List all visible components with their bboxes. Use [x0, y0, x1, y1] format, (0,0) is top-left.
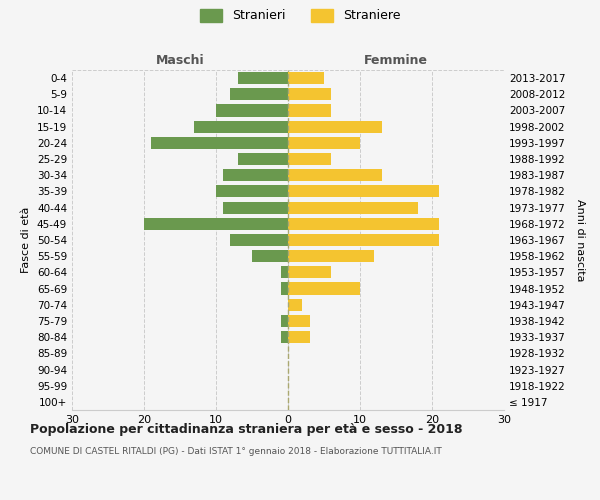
Bar: [216, 104, 288, 117]
Bar: [288, 315, 310, 327]
Bar: [288, 234, 439, 246]
Bar: [238, 72, 288, 84]
Bar: [288, 266, 331, 278]
Bar: [230, 88, 288, 101]
Bar: [281, 331, 288, 343]
Bar: [288, 72, 324, 84]
Bar: [288, 186, 439, 198]
Bar: [223, 169, 288, 181]
Bar: [230, 234, 288, 246]
Bar: [151, 137, 288, 149]
Bar: [288, 282, 360, 294]
Y-axis label: Fasce di età: Fasce di età: [22, 207, 31, 273]
Bar: [216, 186, 288, 198]
Bar: [288, 218, 439, 230]
Y-axis label: Anni di nascita: Anni di nascita: [575, 198, 585, 281]
Bar: [281, 282, 288, 294]
Bar: [194, 120, 288, 132]
Bar: [288, 104, 331, 117]
Bar: [288, 120, 382, 132]
Bar: [144, 218, 288, 230]
Bar: [288, 298, 302, 311]
Legend: Stranieri, Straniere: Stranieri, Straniere: [199, 8, 401, 22]
Bar: [288, 331, 310, 343]
Bar: [288, 137, 360, 149]
Bar: [238, 153, 288, 165]
Text: Maschi: Maschi: [155, 54, 205, 67]
Bar: [252, 250, 288, 262]
Text: Femmine: Femmine: [364, 54, 428, 67]
Bar: [288, 202, 418, 213]
Bar: [288, 169, 382, 181]
Bar: [288, 153, 331, 165]
Text: Popolazione per cittadinanza straniera per età e sesso - 2018: Popolazione per cittadinanza straniera p…: [30, 422, 463, 436]
Bar: [223, 202, 288, 213]
Bar: [288, 250, 374, 262]
Bar: [288, 88, 331, 101]
Bar: [281, 315, 288, 327]
Text: COMUNE DI CASTEL RITALDI (PG) - Dati ISTAT 1° gennaio 2018 - Elaborazione TUTTIT: COMUNE DI CASTEL RITALDI (PG) - Dati IST…: [30, 448, 442, 456]
Bar: [281, 266, 288, 278]
